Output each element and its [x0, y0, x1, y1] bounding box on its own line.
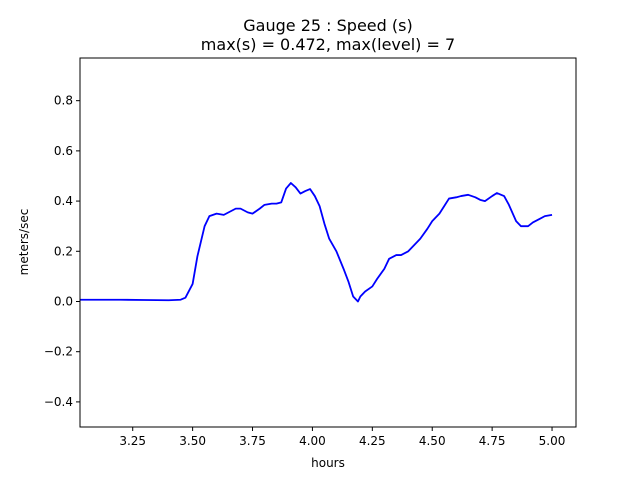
- x-tick-label: 4.75: [479, 434, 506, 448]
- y-tick-label: 0.6: [54, 144, 73, 158]
- x-tick-label: 3.75: [239, 434, 266, 448]
- x-tick-label: 5.00: [539, 434, 566, 448]
- plot-frame: [79, 57, 577, 428]
- x-tick-label: 4.00: [299, 434, 326, 448]
- plot-area: [80, 182, 553, 303]
- chart-title: Gauge 25 : Speed (s): [243, 16, 412, 35]
- y-tick-label: −0.2: [44, 345, 73, 359]
- speed-series-line: [80, 182, 553, 303]
- y-axis-label: meters/sec: [17, 209, 31, 276]
- y-axis: −0.4 −0.2 0.0 0.2 0.4 0.6 0.8: [44, 94, 80, 409]
- chart-subtitle: max(s) = 0.472, max(level) = 7: [201, 35, 455, 54]
- y-tick-label: 0.4: [54, 194, 73, 208]
- y-tick-label: 0.2: [54, 244, 73, 258]
- y-tick-label: 0.0: [54, 294, 73, 308]
- x-tick-label: 4.50: [419, 434, 446, 448]
- y-tick-label: −0.4: [44, 395, 73, 409]
- x-tick-label: 3.50: [179, 434, 206, 448]
- y-tick-label: 0.8: [54, 94, 73, 108]
- x-tick-label: 3.25: [119, 434, 146, 448]
- x-tick-label: 4.25: [359, 434, 386, 448]
- x-axis-label: hours: [311, 456, 345, 470]
- x-axis: 3.25 3.50 3.75 4.00 4.25 4.50 4.75 5.00: [119, 427, 565, 448]
